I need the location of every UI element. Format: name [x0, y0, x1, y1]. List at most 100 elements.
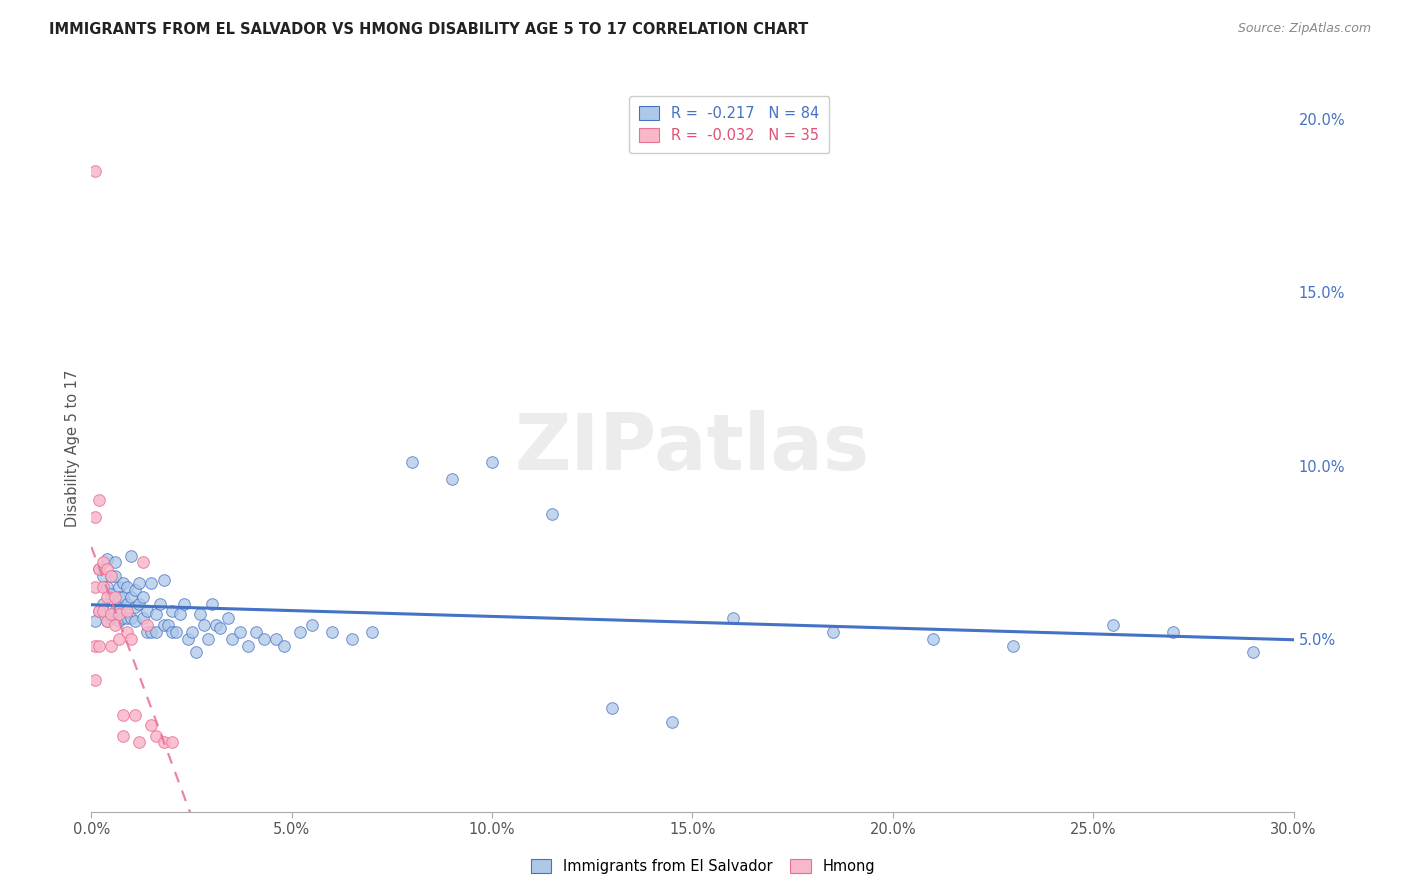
Point: [228, 624, 250, 639]
Point: [1163, 624, 1185, 639]
Point: [121, 590, 143, 604]
Point: [440, 472, 463, 486]
Point: [100, 607, 122, 622]
Point: [104, 590, 127, 604]
Point: [141, 624, 163, 639]
Point: [136, 624, 159, 639]
Point: [100, 587, 122, 601]
Point: [132, 611, 155, 625]
Point: [100, 611, 122, 625]
Point: [661, 714, 683, 729]
Point: [84, 673, 107, 688]
Point: [204, 617, 226, 632]
Point: [128, 576, 150, 591]
Point: [264, 632, 287, 646]
Point: [193, 617, 215, 632]
Point: [93, 604, 115, 618]
Point: [124, 583, 146, 598]
Point: [173, 597, 195, 611]
Point: [160, 624, 183, 639]
Point: [96, 580, 118, 594]
Point: [112, 729, 135, 743]
Point: [188, 607, 211, 622]
Point: [117, 597, 139, 611]
Point: [541, 507, 564, 521]
Point: [401, 455, 423, 469]
Point: [124, 600, 146, 615]
Point: [121, 632, 143, 646]
Point: [145, 729, 167, 743]
Point: [321, 624, 343, 639]
Point: [100, 639, 122, 653]
Point: [121, 549, 143, 563]
Point: [93, 569, 115, 583]
Legend: Immigrants from El Salvador, Hmong: Immigrants from El Salvador, Hmong: [526, 854, 880, 880]
Point: [288, 624, 311, 639]
Point: [117, 604, 139, 618]
Text: IMMIGRANTS FROM EL SALVADOR VS HMONG DISABILITY AGE 5 TO 17 CORRELATION CHART: IMMIGRANTS FROM EL SALVADOR VS HMONG DIS…: [49, 22, 808, 37]
Point: [160, 604, 183, 618]
Point: [84, 580, 107, 594]
Point: [136, 617, 159, 632]
Point: [104, 604, 127, 618]
Point: [108, 607, 131, 622]
Point: [132, 590, 155, 604]
Point: [301, 617, 323, 632]
Point: [481, 455, 503, 469]
Point: [152, 573, 174, 587]
Point: [93, 597, 115, 611]
Point: [141, 718, 163, 732]
Point: [197, 632, 219, 646]
Point: [89, 604, 111, 618]
Point: [721, 611, 744, 625]
Point: [136, 604, 159, 618]
Point: [165, 624, 187, 639]
Point: [112, 611, 135, 625]
Point: [273, 639, 295, 653]
Point: [184, 645, 207, 659]
Point: [821, 624, 844, 639]
Point: [108, 590, 131, 604]
Point: [253, 632, 276, 646]
Point: [96, 552, 118, 566]
Point: [104, 556, 127, 570]
Point: [121, 611, 143, 625]
Point: [124, 707, 146, 722]
Point: [108, 632, 131, 646]
Point: [100, 569, 122, 583]
Point: [1243, 645, 1265, 659]
Point: [89, 493, 111, 508]
Point: [100, 569, 122, 583]
Point: [217, 611, 239, 625]
Point: [160, 735, 183, 749]
Point: [156, 617, 179, 632]
Text: ZIPatlas: ZIPatlas: [515, 410, 870, 486]
Point: [128, 597, 150, 611]
Point: [132, 556, 155, 570]
Point: [169, 607, 191, 622]
Point: [602, 701, 624, 715]
Point: [108, 615, 131, 629]
Point: [148, 597, 170, 611]
Point: [84, 639, 107, 653]
Legend: R =  -0.217   N = 84, R =  -0.032   N = 35: R = -0.217 N = 84, R = -0.032 N = 35: [628, 95, 830, 153]
Point: [89, 639, 111, 653]
Point: [96, 615, 118, 629]
Point: [922, 632, 945, 646]
Point: [124, 615, 146, 629]
Point: [96, 562, 118, 576]
Point: [112, 576, 135, 591]
Point: [141, 576, 163, 591]
Point: [360, 624, 382, 639]
Point: [340, 632, 363, 646]
Point: [245, 624, 267, 639]
Point: [145, 624, 167, 639]
Point: [93, 556, 115, 570]
Point: [84, 164, 107, 178]
Point: [117, 580, 139, 594]
Point: [152, 617, 174, 632]
Point: [108, 604, 131, 618]
Point: [84, 510, 107, 524]
Text: Source: ZipAtlas.com: Source: ZipAtlas.com: [1237, 22, 1371, 36]
Point: [93, 580, 115, 594]
